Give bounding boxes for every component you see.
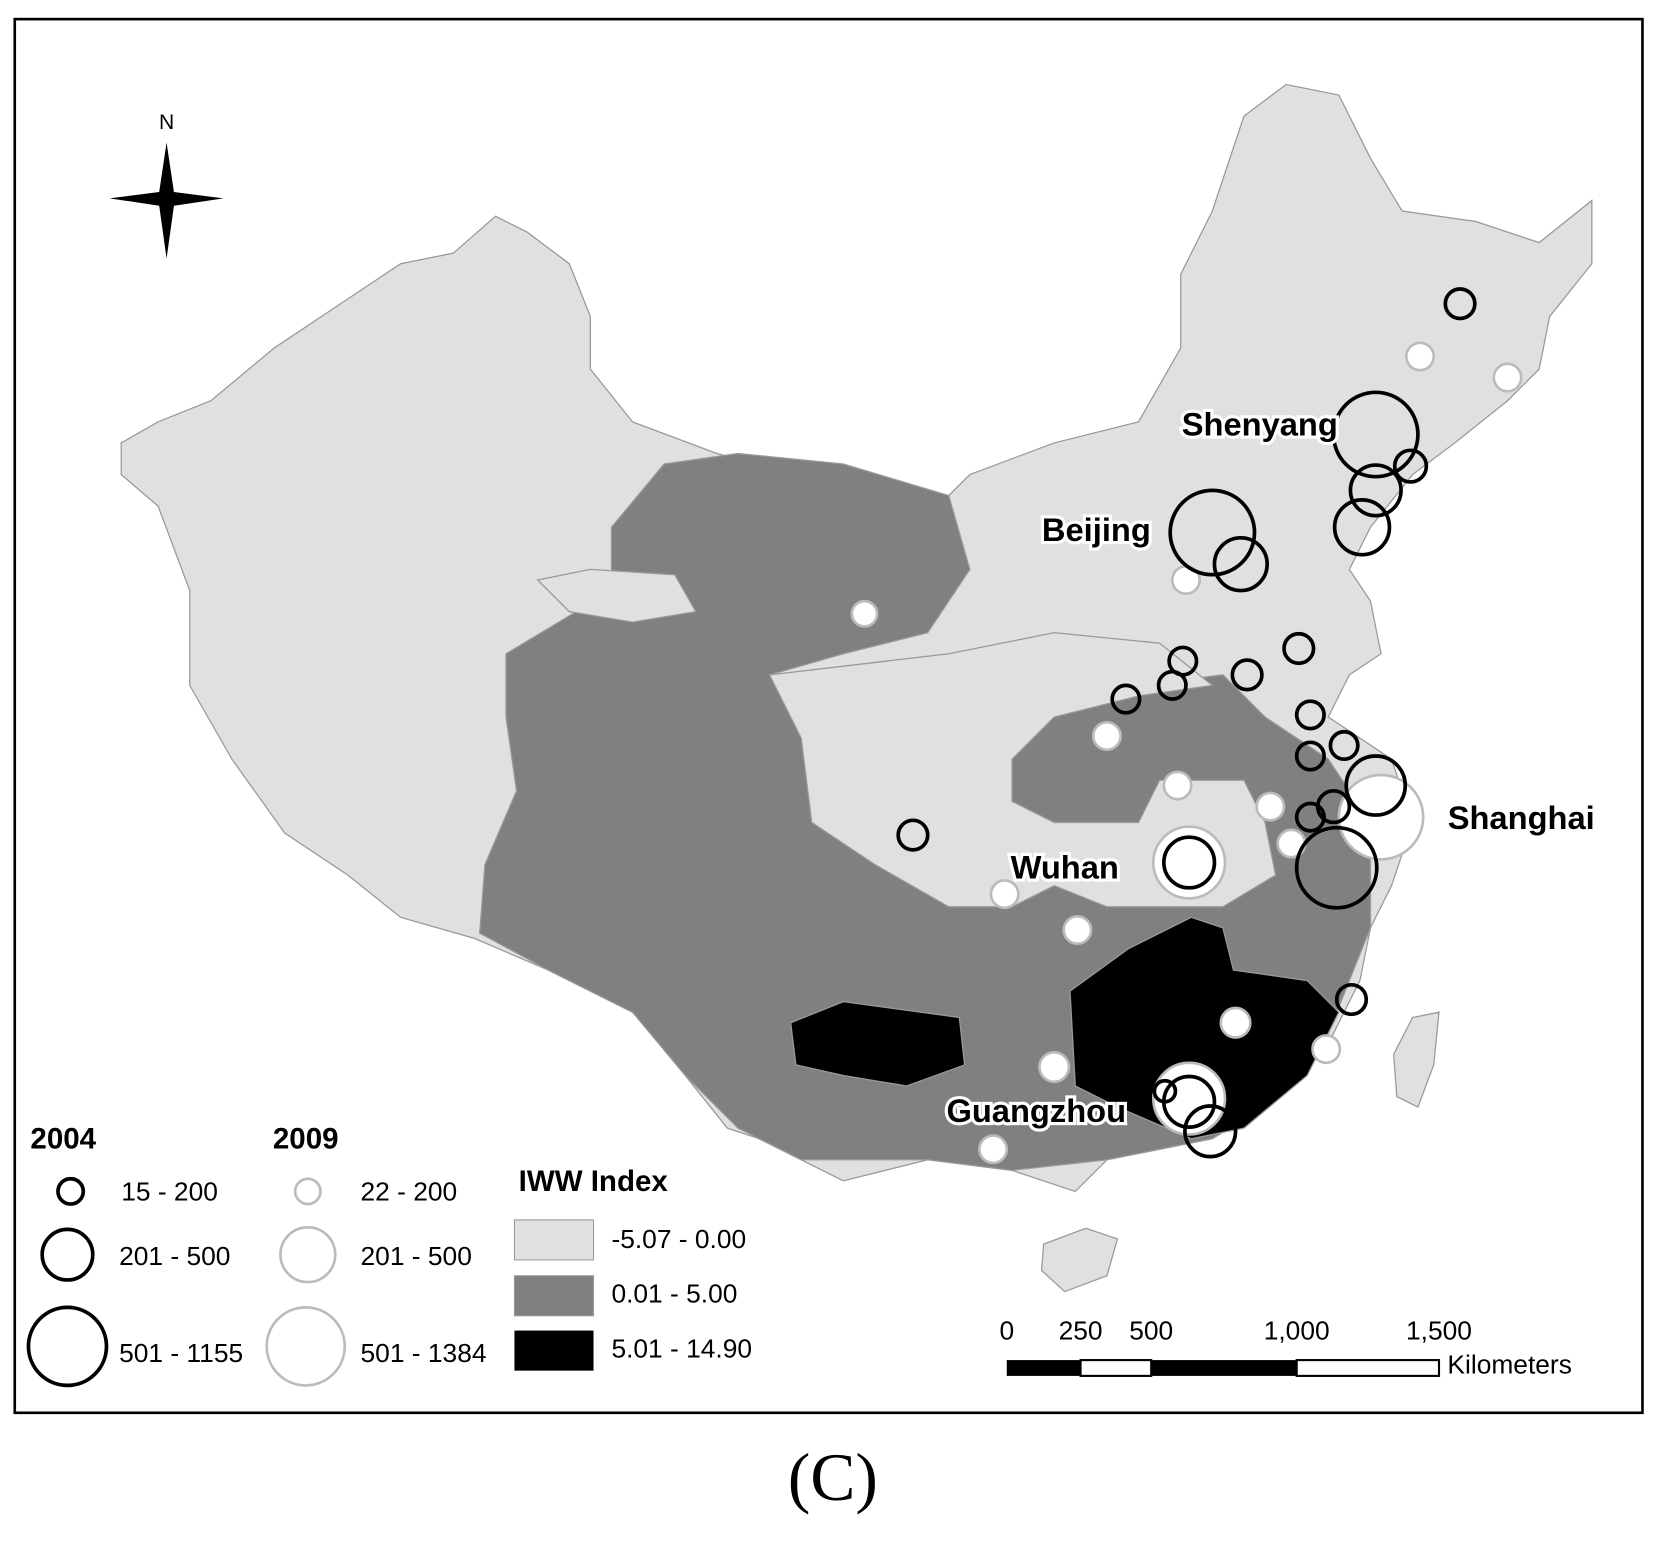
legend-label: 0.01 - 5.00 bbox=[611, 1279, 737, 1309]
map-shape bbox=[514, 1330, 594, 1371]
legend-label: 501 - 1155 bbox=[119, 1338, 243, 1368]
north-label: N bbox=[159, 111, 174, 134]
map-shape bbox=[1040, 1227, 1119, 1293]
symbol-circle bbox=[265, 1306, 347, 1387]
symbol-circle bbox=[1334, 982, 1369, 1017]
symbol-circle bbox=[1331, 390, 1420, 479]
legend-label: 15 - 200 bbox=[121, 1176, 218, 1206]
symbol-circle bbox=[989, 879, 1020, 910]
legend-label: 201 - 500 bbox=[119, 1241, 230, 1271]
symbol-circle bbox=[1162, 770, 1193, 801]
symbol-circle bbox=[1230, 658, 1264, 692]
map-shape bbox=[109, 142, 224, 259]
legend-title: IWW Index bbox=[519, 1165, 669, 1198]
map-shape bbox=[1079, 1359, 1153, 1377]
caption: (C) bbox=[788, 1440, 878, 1515]
symbol-circle bbox=[1152, 1078, 1178, 1104]
scale-bar: 0 250 500 1,000 1,500 Kilometers bbox=[999, 1316, 1571, 1380]
symbol-circle bbox=[1162, 835, 1217, 890]
legend-label: -5.07 - 0.00 bbox=[611, 1224, 746, 1254]
map-land bbox=[120, 83, 1593, 1293]
map-shape bbox=[513, 1275, 595, 1317]
city-label: Beijing bbox=[1042, 511, 1151, 548]
scale-label: 1,000 bbox=[1264, 1316, 1330, 1346]
symbol-circle bbox=[1492, 362, 1523, 393]
legend: 2004 15 - 200 201 - 500 501 - 1155 2009 … bbox=[26, 1123, 752, 1388]
symbol-circle bbox=[896, 818, 930, 852]
map-shape bbox=[1295, 1359, 1441, 1377]
symbol-circle bbox=[40, 1227, 95, 1282]
legend-label: 201 - 500 bbox=[361, 1241, 472, 1271]
symbol-circle bbox=[1294, 740, 1326, 772]
symbol-circle bbox=[1392, 448, 1429, 484]
symbol-circle bbox=[1337, 773, 1425, 861]
symbol-circle bbox=[1110, 683, 1142, 715]
scale-label: 0 bbox=[999, 1316, 1014, 1346]
symbol-circle bbox=[293, 1177, 322, 1206]
symbol-circle bbox=[1311, 1034, 1342, 1065]
legend-label: 22 - 200 bbox=[361, 1176, 458, 1206]
map-shape bbox=[789, 1001, 966, 1087]
symbol-circle bbox=[1255, 791, 1286, 822]
proportional-symbols bbox=[850, 287, 1523, 1165]
map-shape bbox=[536, 568, 697, 623]
legend-title: 2004 bbox=[30, 1123, 96, 1156]
symbol-circle bbox=[1443, 287, 1477, 321]
scale-label: 500 bbox=[1129, 1316, 1173, 1346]
city-label: Guangzhou bbox=[946, 1092, 1126, 1129]
map-shape bbox=[1069, 916, 1340, 1140]
city-label: Shanghai bbox=[1448, 799, 1595, 836]
symbol-circle bbox=[1212, 535, 1270, 593]
symbol-circle bbox=[56, 1176, 86, 1206]
symbol-circle bbox=[1168, 488, 1257, 577]
scale-label: 250 bbox=[1059, 1316, 1103, 1346]
scale-unit: Kilometers bbox=[1447, 1349, 1571, 1379]
symbol-circle bbox=[1404, 341, 1436, 372]
map-shape bbox=[768, 632, 1277, 908]
symbol-circle bbox=[1348, 463, 1403, 518]
map-shape bbox=[1393, 1011, 1440, 1108]
symbol-circle bbox=[279, 1225, 337, 1284]
map-shape bbox=[513, 1219, 595, 1261]
symbol-circle bbox=[1183, 1104, 1238, 1159]
map-shape bbox=[1006, 1360, 1081, 1376]
symbol-circle bbox=[1062, 914, 1093, 945]
city-label: Wuhan bbox=[1011, 849, 1119, 886]
symbol-circle bbox=[1344, 754, 1408, 817]
north-arrow: N bbox=[109, 111, 224, 259]
symbol-circle bbox=[1038, 1050, 1071, 1084]
scale-label: 1,500 bbox=[1406, 1316, 1472, 1346]
symbol-circle bbox=[1328, 729, 1360, 762]
symbol-circle bbox=[1282, 631, 1316, 666]
symbol-circle bbox=[26, 1305, 109, 1388]
symbol-circle bbox=[1219, 1006, 1252, 1039]
symbol-circle bbox=[1156, 669, 1188, 701]
symbol-circle bbox=[1332, 498, 1392, 557]
symbol-circle bbox=[978, 1134, 1009, 1165]
legend-label: 5.01 - 14.90 bbox=[611, 1334, 752, 1364]
symbol-circle bbox=[1294, 699, 1326, 731]
symbol-circle bbox=[1294, 801, 1326, 833]
symbol-circle bbox=[1294, 825, 1379, 910]
city-label: Shenyang bbox=[1182, 406, 1338, 443]
symbol-circle bbox=[850, 599, 879, 628]
legend-title: 2009 bbox=[273, 1123, 339, 1156]
legend-label: 501 - 1384 bbox=[361, 1338, 487, 1368]
symbol-circle bbox=[1091, 720, 1122, 752]
map-shape bbox=[1151, 1360, 1297, 1376]
